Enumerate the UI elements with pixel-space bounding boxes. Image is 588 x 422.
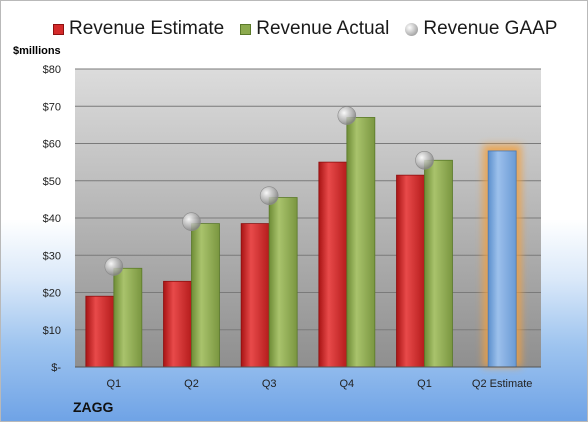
marker-revenue-gaap bbox=[415, 150, 434, 170]
legend-label-actual: Revenue Actual bbox=[256, 18, 390, 39]
marker-revenue-gaap bbox=[182, 212, 201, 232]
legend-swatch-gaap bbox=[405, 22, 419, 36]
bar-revenue-estimate bbox=[240, 223, 270, 368]
x-tick-label: Q4 bbox=[339, 378, 354, 390]
bar-revenue-actual bbox=[113, 267, 143, 368]
company-label: ZAGG bbox=[73, 399, 114, 415]
bar-revenue-actual bbox=[346, 117, 376, 368]
y-tick-label: $30 bbox=[43, 250, 61, 262]
y-tick-label: $- bbox=[51, 362, 61, 374]
y-tick-label: $40 bbox=[43, 213, 61, 225]
y-tick-label: $20 bbox=[43, 288, 61, 300]
bars bbox=[85, 117, 522, 368]
legend-item-gaap: Revenue GAAP bbox=[405, 18, 557, 40]
y-tick-label: $10 bbox=[43, 325, 61, 337]
x-tick-label: Q3 bbox=[262, 378, 277, 390]
marker-revenue-gaap bbox=[259, 186, 279, 205]
bar-revenue-actual bbox=[424, 159, 453, 368]
y-tick-label: $60 bbox=[43, 139, 61, 151]
marker-revenue-gaap bbox=[337, 106, 357, 125]
x-axis-ticks: Q1 Q2 Q3 Q4 Q1 Q2 Estimate bbox=[106, 378, 532, 390]
y-tick-label: $80 bbox=[43, 64, 61, 76]
legend-label-estimate: Revenue Estimate bbox=[69, 18, 225, 39]
y-tick-label: $50 bbox=[43, 176, 61, 188]
legend-label-gaap: Revenue GAAP bbox=[423, 18, 558, 39]
x-tick-label: Q2 bbox=[184, 378, 199, 390]
bar-revenue-estimate bbox=[85, 295, 115, 368]
y-axis-unit-label: $millions bbox=[13, 45, 61, 57]
x-tick-label: Q1 bbox=[106, 378, 121, 390]
bar-revenue-estimate bbox=[396, 174, 425, 368]
legend-item-actual: Revenue Actual bbox=[240, 18, 389, 40]
gridlines bbox=[75, 68, 541, 331]
marker-revenue-gaap bbox=[104, 257, 124, 276]
y-tick-label: $70 bbox=[43, 101, 61, 113]
x-tick-label: Q2 Estimate bbox=[472, 378, 533, 390]
bar-revenue-estimate bbox=[163, 280, 192, 368]
y-axis-ticks: $- $10 $20 $30 $40 $50 $60 $70 $80 bbox=[43, 64, 62, 374]
legend-item-estimate: Revenue Estimate bbox=[53, 18, 224, 40]
gaap-markers bbox=[104, 106, 434, 276]
legend: Revenue Estimate Revenue Actual Revenue … bbox=[53, 18, 573, 40]
bar-projected-estimate bbox=[487, 150, 517, 368]
bar-revenue-actual bbox=[191, 223, 220, 368]
bar-revenue-estimate bbox=[318, 161, 348, 368]
legend-swatch-actual bbox=[240, 23, 252, 35]
legend-swatch-estimate bbox=[53, 23, 64, 35]
bar-revenue-actual bbox=[268, 197, 298, 368]
x-tick-label: Q1 bbox=[417, 378, 432, 390]
